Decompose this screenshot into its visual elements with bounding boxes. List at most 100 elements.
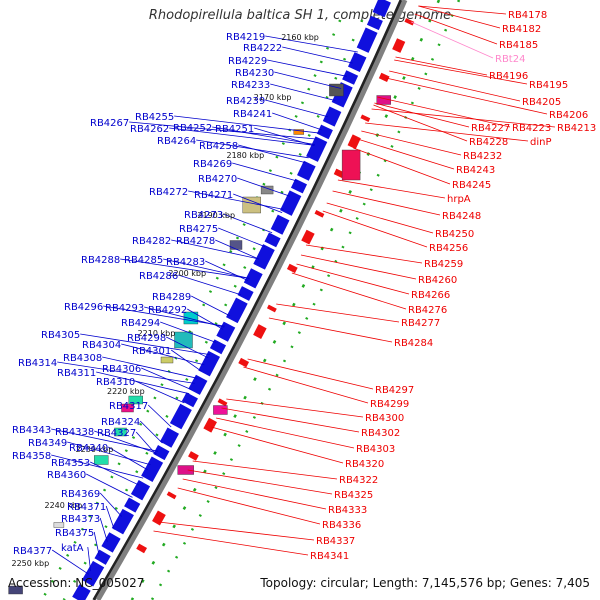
connector-right — [247, 358, 374, 390]
scale-label: 2180 kbp — [227, 151, 265, 160]
gene-label-right: RB4322 — [339, 475, 378, 486]
gene-label-left: RB4255 — [135, 112, 174, 123]
scale-label: 2170 kbp — [254, 93, 292, 102]
connector-right — [326, 202, 434, 234]
gene-label-left: RB4371 — [67, 502, 106, 513]
connector-left — [254, 127, 315, 147]
genome-backbone-edge — [92, 0, 403, 600]
connector-left — [103, 305, 225, 327]
scale-label: 2220 kbp — [107, 387, 145, 396]
connector-right — [177, 487, 321, 525]
label-connectors — [51, 5, 556, 575]
gene-label-left: RB4293 — [105, 303, 144, 314]
feature-block — [121, 403, 134, 413]
connector-left — [57, 361, 195, 384]
connector-left — [93, 531, 100, 557]
gene-label-left: RB4377 — [13, 546, 52, 557]
connector-right — [216, 417, 355, 449]
connector-right — [373, 104, 468, 142]
feature-block — [213, 405, 228, 415]
genome-backbone — [95, 0, 408, 600]
connector-left — [67, 441, 151, 466]
gene-label-left: RB4270 — [198, 174, 237, 185]
gene-label-left: RB4310 — [96, 377, 135, 388]
feature-block — [329, 83, 344, 97]
gene-label-right: RB4213 — [557, 123, 596, 134]
gene-label-right: RBt24 — [495, 54, 525, 65]
connector-right — [389, 70, 521, 102]
gene-label-left: RB4285 — [124, 255, 163, 266]
feature-block — [93, 455, 109, 465]
feature-block — [242, 196, 262, 214]
gene-label-right: RB4232 — [463, 151, 502, 162]
gene-label-left: RB4233 — [231, 80, 270, 91]
gene-label-right: RB4302 — [361, 428, 400, 439]
connector-left — [169, 127, 315, 146]
scale-label: 2200 kbp — [168, 269, 206, 278]
gene-label-left: RB4298 — [127, 333, 166, 344]
scale-label: 2250 kbp — [12, 559, 50, 568]
connector-right — [377, 96, 511, 128]
feature-block — [128, 395, 144, 405]
feature-block — [177, 465, 194, 475]
gene-label-left: RB4275 — [179, 224, 218, 235]
connector-right — [305, 244, 423, 264]
gene-label-right: RB4256 — [429, 243, 468, 254]
connector-right — [371, 108, 556, 128]
gene-label-right: RB4336 — [322, 520, 361, 531]
connector-left — [187, 308, 224, 330]
connector-right — [385, 77, 548, 115]
gene-label-right: RB4266 — [411, 290, 450, 301]
connector-left — [135, 380, 185, 404]
scale-label: 2160 kbp — [281, 33, 319, 42]
gene-label-right: RB4259 — [424, 259, 463, 270]
connector-left — [99, 517, 108, 542]
connector-right — [268, 317, 393, 343]
scale-label: 2240 kbp — [45, 501, 83, 510]
connector-left — [188, 190, 284, 210]
tick-ring-left — [40, 19, 342, 600]
connector-left — [233, 193, 283, 213]
gene-label-left: RB4252 — [173, 123, 212, 134]
gene-label-left: RB4304 — [82, 340, 121, 351]
connector-left — [238, 144, 307, 164]
gene-label-right: RB4206 — [549, 110, 588, 121]
connector-left — [96, 371, 190, 395]
connector-left — [265, 99, 329, 118]
connector-left — [166, 336, 209, 359]
connector-left — [267, 59, 347, 77]
connector-right — [414, 13, 498, 45]
gene-label-right: RB4325 — [334, 490, 373, 501]
gene-label-left: RB4306 — [102, 364, 141, 375]
feature-block — [53, 522, 65, 528]
gene-label-left: RB4358 — [12, 451, 51, 462]
connector-left — [237, 177, 291, 197]
feature-block — [341, 149, 361, 181]
connector-right — [182, 478, 327, 510]
gene-label-right: RB4248 — [442, 211, 481, 222]
gene-label-right: RB4300 — [365, 413, 404, 424]
gene-label-left: RB4324 — [101, 417, 140, 428]
connector-left — [270, 83, 336, 101]
gene-label-left: RB4343 — [12, 425, 51, 436]
connector-right — [418, 5, 507, 15]
gene-label-right: RB4178 — [508, 10, 547, 21]
gene-label-right: RB4245 — [452, 180, 491, 191]
gene-label-right: RB4297 — [375, 385, 414, 396]
gene-label-left: RB4292 — [148, 305, 187, 316]
gene-label-left: RB4286 — [139, 271, 178, 282]
gene-label-right: RB4333 — [328, 505, 367, 516]
gene-label-left: RB4262 — [130, 124, 169, 135]
connector-left — [80, 333, 210, 355]
connector-left — [94, 430, 157, 454]
gene-label-left: RB4251 — [215, 124, 254, 135]
connector-left — [129, 121, 318, 140]
connector-left — [107, 446, 148, 471]
gene-label-left: RB4311 — [57, 368, 96, 379]
gene-label-right: RB4250 — [435, 229, 474, 240]
gene-label-right: RB4182 — [502, 24, 541, 35]
feature-block — [260, 185, 274, 195]
gene-label-left: RB4278 — [176, 236, 215, 247]
gene-label-left: RB4338 — [55, 427, 94, 438]
gene-label-left: RB4296 — [64, 302, 103, 313]
